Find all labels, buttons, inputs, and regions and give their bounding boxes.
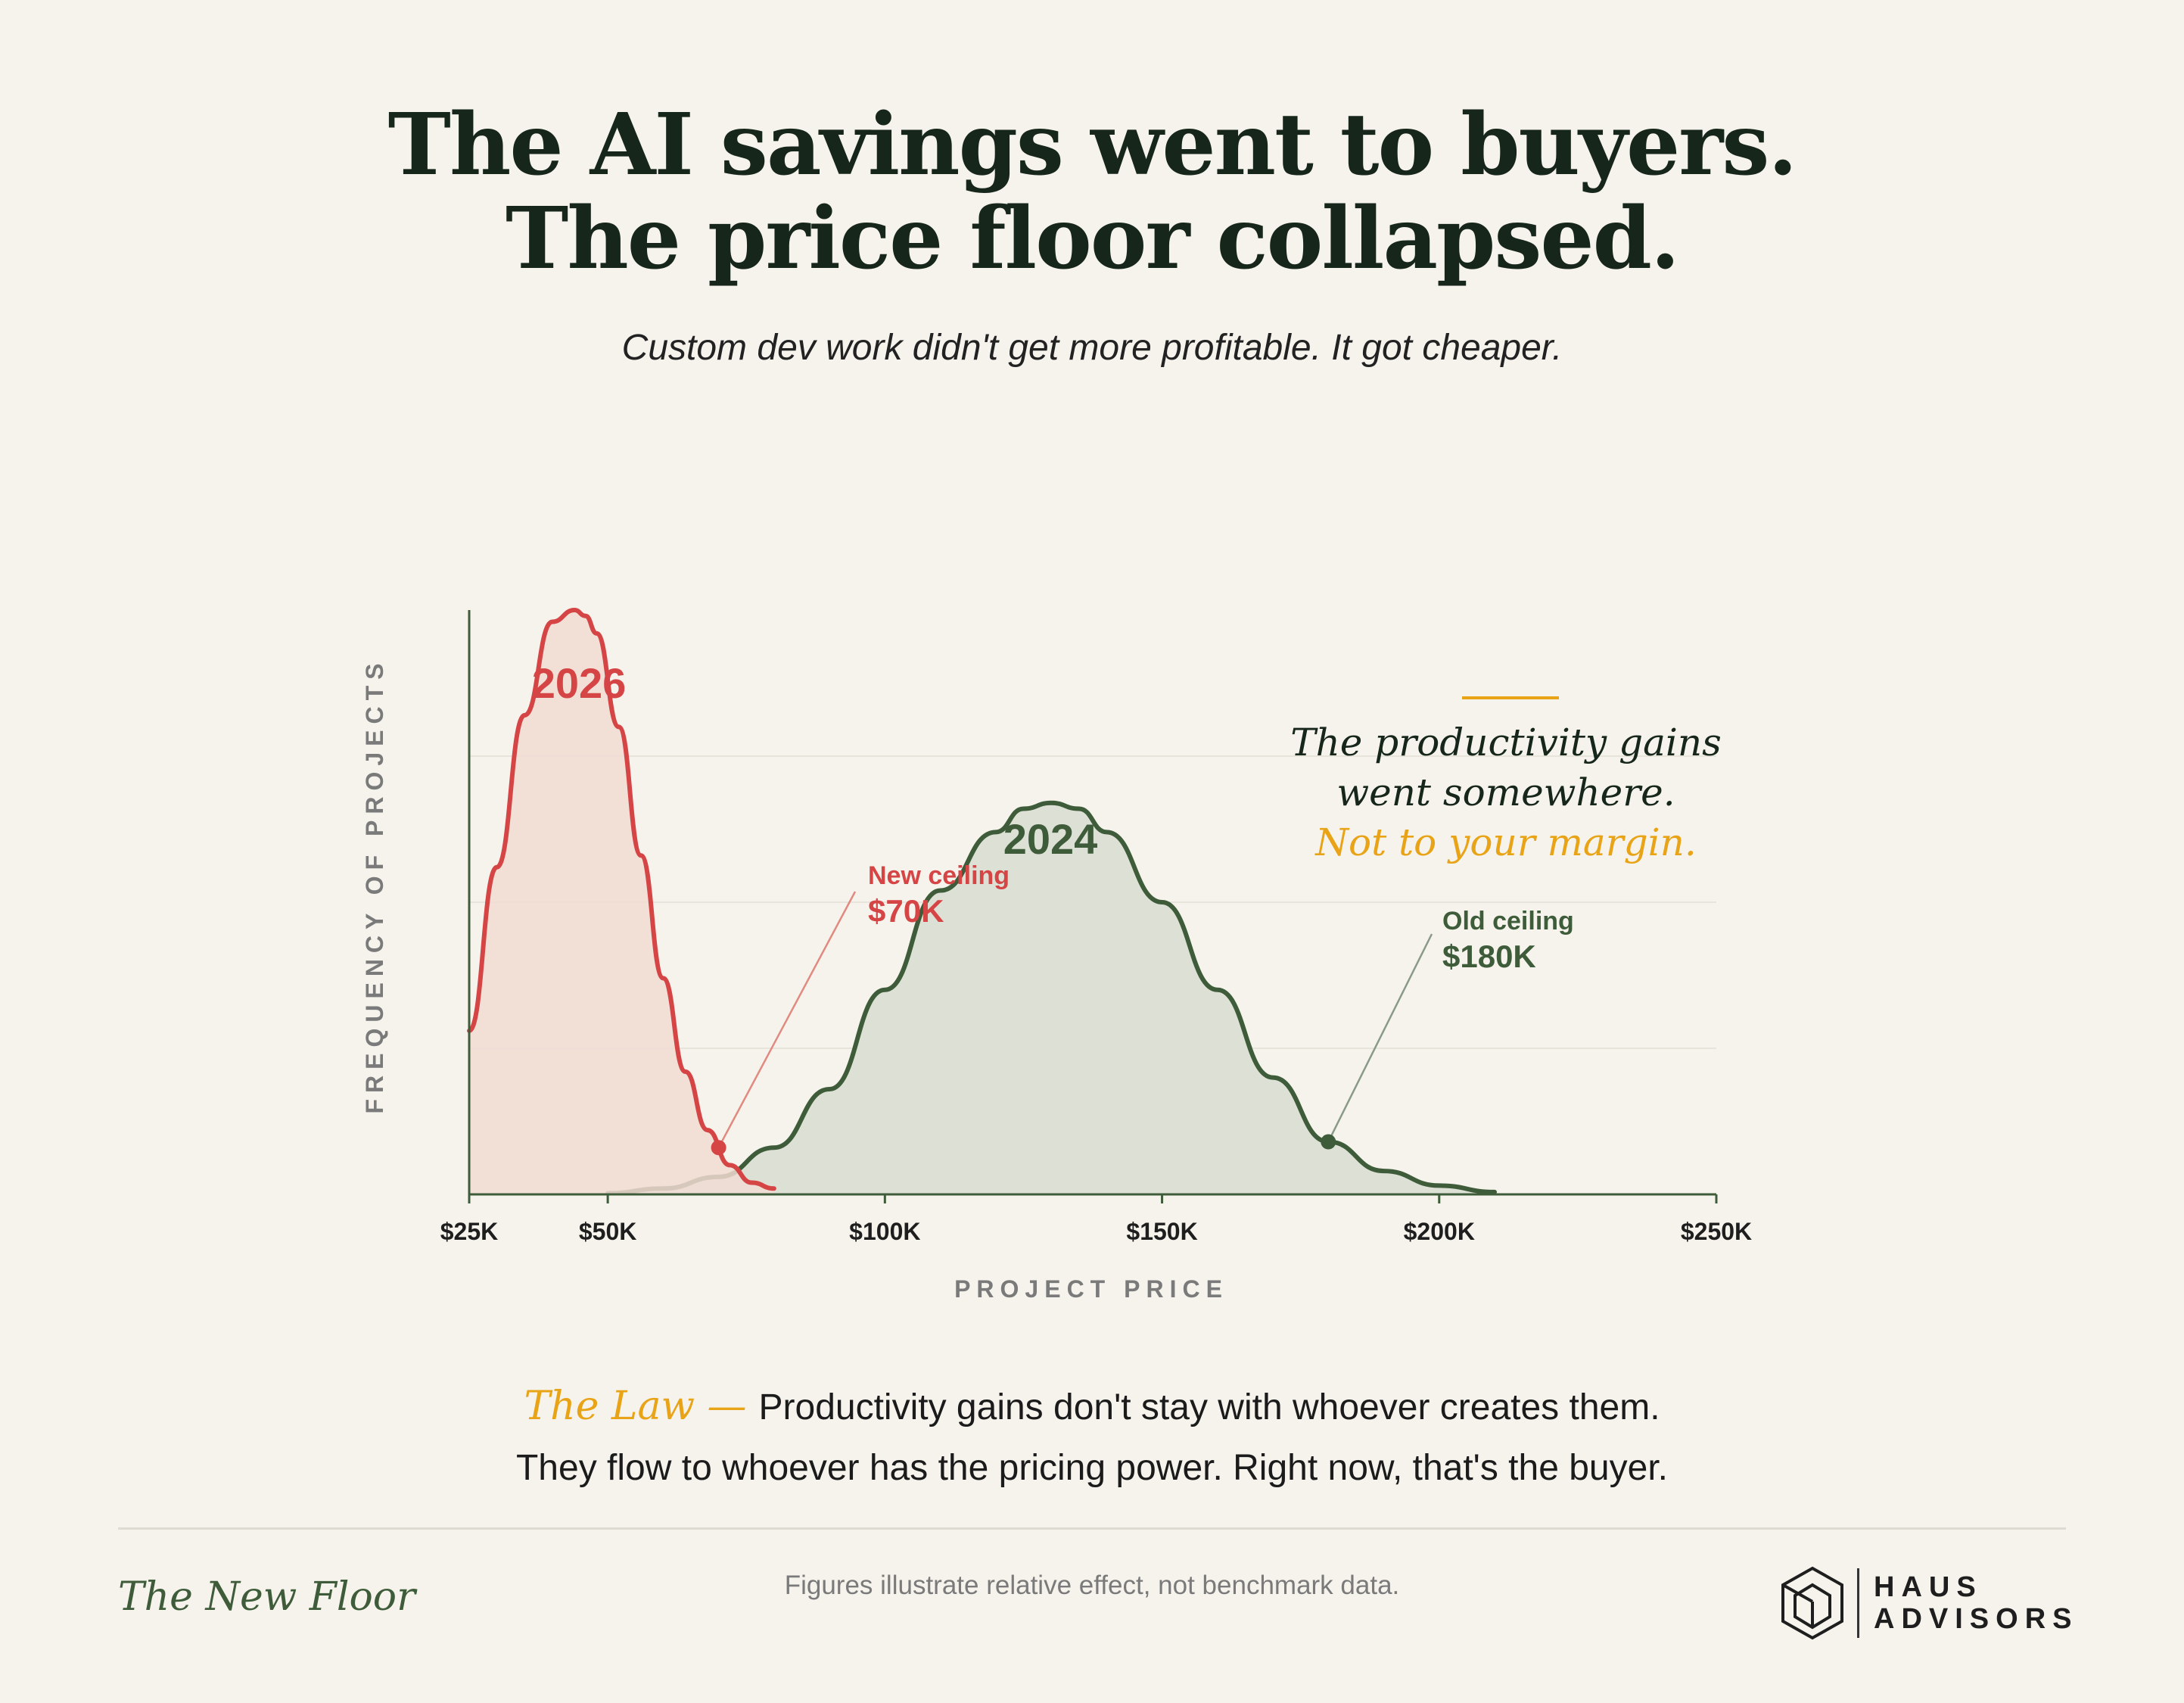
annotation-line-3: Not to your margin. xyxy=(1314,820,1697,864)
series-line-2024 xyxy=(605,800,1498,1196)
title-line-1: The AI savings went to buyers. xyxy=(387,95,1798,195)
y-axis-label: FREQUENCY OF PROJECTS xyxy=(361,657,388,1113)
x-tick-label-4: $200K xyxy=(1404,1218,1475,1245)
page-subtitle: Custom dev work didn't get more profitab… xyxy=(621,328,1563,368)
x-tick-label-5: $250K xyxy=(1681,1218,1752,1245)
new-ceiling-value: $70K xyxy=(868,893,944,929)
logo-separator xyxy=(1857,1568,1859,1638)
area-fill-2024 xyxy=(608,802,1495,1194)
series-label-2026: 2026 xyxy=(532,659,627,707)
haus-advisors-logo: HAUS ADVISORS xyxy=(1778,1565,2081,1641)
footer-disclaimer: Figures illustrate relative effect, not … xyxy=(784,1571,1400,1600)
annotation-line-1: The productivity gains xyxy=(1290,721,1721,764)
area-fill-2026 xyxy=(469,610,774,1194)
x-axis-label: PROJECT PRICE xyxy=(954,1275,1228,1303)
law-text-1: Productivity gains don't stay with whoev… xyxy=(758,1387,1660,1427)
marker-leader-0 xyxy=(717,891,857,1148)
law-label: The Law — xyxy=(524,1384,747,1429)
series-label-2024: 2024 xyxy=(1003,815,1098,863)
marker-leader-1 xyxy=(1327,933,1433,1143)
new-ceiling-label: New ceiling xyxy=(868,861,1010,890)
old-ceiling-value: $180K xyxy=(1442,939,1536,974)
page-title: The AI savings went to buyers. The price… xyxy=(0,98,2184,286)
chart-axes xyxy=(468,610,1716,1196)
x-tick-label-3: $150K xyxy=(1126,1218,1197,1245)
series-line-2026 xyxy=(467,608,776,1191)
law-statement: The Law — Productivity gains don't stay w… xyxy=(0,1376,2184,1499)
marker-dot-1 xyxy=(1321,1134,1336,1150)
title-line-2: The price floor collapsed. xyxy=(506,189,1680,288)
footer-divider xyxy=(118,1527,2066,1530)
x-tick-label-0: $25K xyxy=(440,1218,499,1245)
law-line-1: The Law — Productivity gains don't stay w… xyxy=(0,1376,2184,1438)
house-icon xyxy=(1781,1566,1843,1640)
footer-series-name: The New Floor xyxy=(118,1574,415,1620)
chart-areas xyxy=(467,608,1498,1196)
logo-word-advisors: ADVISORS xyxy=(1874,1603,2079,1635)
x-tick-labels: $25K $50K $100K $150K $200K $250K xyxy=(440,1194,1752,1245)
logo-word-haus: HAUS xyxy=(1874,1571,1983,1603)
old-ceiling-label: Old ceiling xyxy=(1442,907,1574,936)
x-tick-label-1: $50K xyxy=(579,1218,637,1245)
x-tick-label-2: $100K xyxy=(849,1218,920,1245)
marker-dot-0 xyxy=(711,1140,726,1156)
annotation-line-2: went somewhere. xyxy=(1336,771,1675,814)
chart-markers xyxy=(711,891,1433,1156)
law-line-2: They flow to whoever has the pricing pow… xyxy=(515,1448,1668,1488)
